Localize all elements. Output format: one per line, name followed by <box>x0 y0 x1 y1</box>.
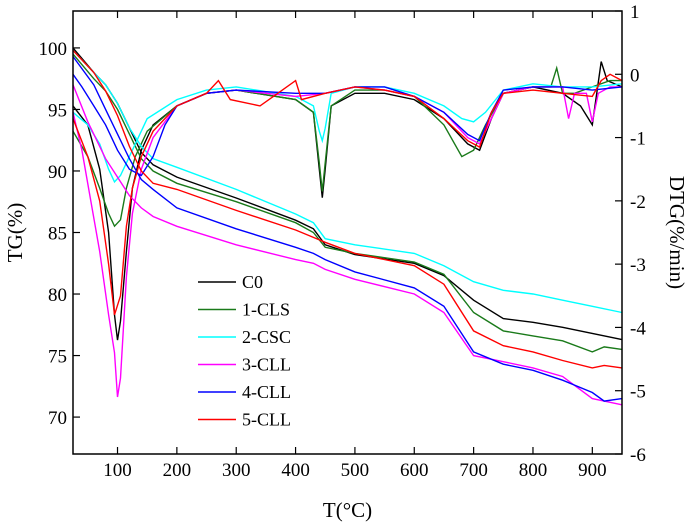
dtg-line-1-cls <box>72 65 622 228</box>
legend-label: 3-CLL <box>242 355 291 375</box>
tg-line-5-cll <box>72 49 623 369</box>
left-y-tick-label: 95 <box>48 100 67 121</box>
axis-ticks: 100 200 300 400 500 600 700 800 900 70 75 80 85 90 95 1… <box>39 2 647 481</box>
dtg-line-3-cll <box>72 86 622 398</box>
tg-line-1-cls <box>72 53 623 353</box>
dtg-line-4-cll <box>72 73 623 177</box>
right-y-tick-label: 0 <box>630 65 640 86</box>
x-tick-label: 900 <box>578 460 607 481</box>
tg-line-4-cll <box>72 56 623 402</box>
legend: C0 1-CLS 2-CSC 3-CLL 4-CLL 5-CLL <box>198 272 291 430</box>
right-y-tick-label: -1 <box>630 129 646 150</box>
x-axis-title: T(°C) <box>323 498 372 522</box>
right-y-tick-label: -6 <box>630 445 646 466</box>
x-tick-label: 100 <box>103 460 132 481</box>
right-y-tick-label: -4 <box>630 318 646 339</box>
x-tick-label: 800 <box>519 460 548 481</box>
tg-line-2-csc <box>72 49 623 314</box>
x-tick-label: 300 <box>222 460 251 481</box>
legend-label: C0 <box>242 272 263 292</box>
legend-label: 4-CLL <box>242 382 291 402</box>
right-y-tick-label: -3 <box>630 255 646 276</box>
x-tick-label: 500 <box>341 460 370 481</box>
x-tick-label: 600 <box>400 460 429 481</box>
x-tick-label: 700 <box>459 460 488 481</box>
left-y-tick-label: 85 <box>48 224 67 245</box>
left-y-tick-label: 70 <box>48 408 67 429</box>
left-y-axis-title: TG(%) <box>3 203 27 262</box>
legend-label: 1-CLS <box>242 300 290 320</box>
left-y-tick-label: 90 <box>48 162 67 183</box>
left-y-tick-label: 100 <box>39 39 68 60</box>
right-y-tick-label: -2 <box>630 192 646 213</box>
left-y-tick-label: 75 <box>48 347 67 368</box>
legend-label: 2-CSC <box>242 327 291 347</box>
x-tick-label: 200 <box>163 460 192 481</box>
plot-lines <box>72 47 623 406</box>
tg-line-3-cll <box>72 84 623 406</box>
left-y-tick-label: 80 <box>48 285 67 306</box>
dtg-line-5-cll <box>72 73 623 316</box>
right-y-tick-label: -5 <box>630 382 646 403</box>
right-y-tick-label: 1 <box>630 2 640 23</box>
right-y-axis-title: DTG(%/min) <box>665 176 685 289</box>
legend-label: 5-CLL <box>242 410 291 430</box>
x-tick-label: 400 <box>281 460 310 481</box>
plot-frame <box>72 10 623 455</box>
dtg-line-2-csc <box>72 83 623 184</box>
dtg-line-c0 <box>72 61 623 341</box>
